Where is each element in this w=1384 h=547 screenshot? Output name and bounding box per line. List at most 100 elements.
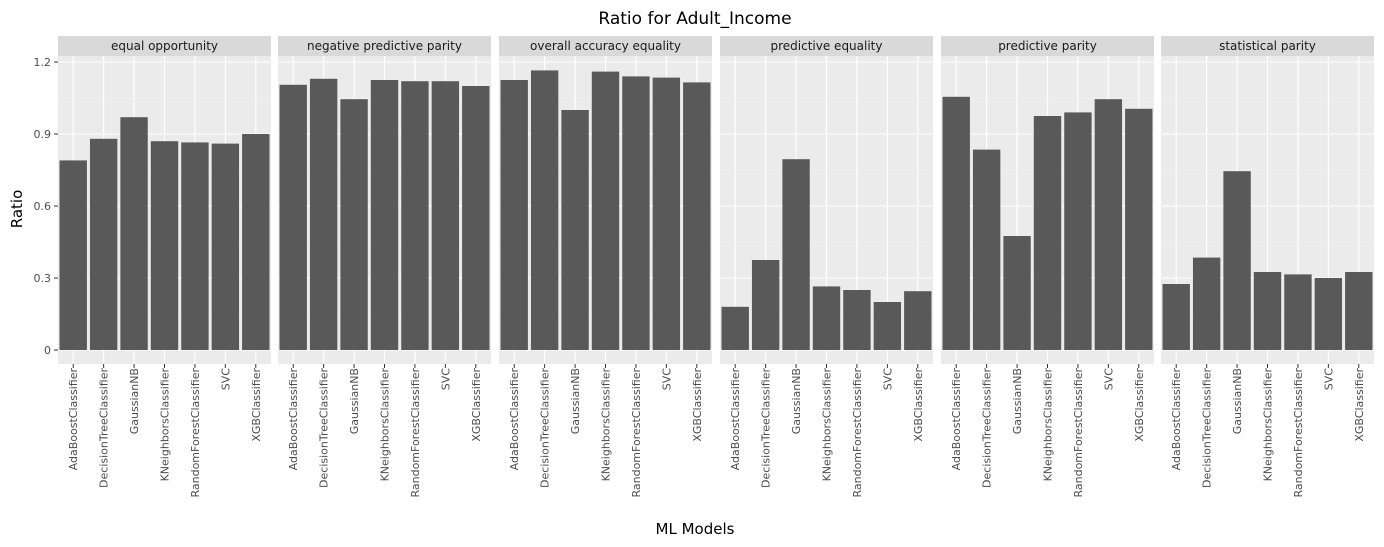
x-tick-label: DecisionTreeClassifier	[98, 368, 111, 488]
x-tick-label: XGBClassifier	[1133, 368, 1146, 442]
x-tick-label: RandomForestClassifier	[851, 368, 864, 498]
bar	[1064, 112, 1092, 351]
x-tick-label: DecisionTreeClassifier	[1201, 368, 1214, 488]
bar	[873, 302, 902, 350]
x-tick-label: KNeighborsClassifier	[1262, 368, 1275, 482]
facet-strip-label: statistical parity	[1219, 39, 1316, 53]
bar	[431, 81, 460, 350]
x-tick-label: GaussianNB	[790, 368, 803, 434]
x-axis-title: ML Models	[656, 520, 735, 538]
x-tick-label: SVC	[881, 368, 894, 391]
bar	[1003, 236, 1031, 350]
bar	[782, 159, 810, 350]
facet-panel-5: predictive parity AdaBoostClassifier Decis…	[941, 36, 1154, 498]
x-tick-label: GaussianNB	[128, 368, 141, 434]
x-tick-label: AdaBoostClassifier	[729, 368, 742, 471]
y-tick-label: 0	[44, 344, 51, 357]
x-tick-label: AdaBoostClassifier	[287, 368, 300, 471]
facet-panel-1: equal opportunity AdaBoostClassifier Decis…	[58, 36, 271, 498]
bar	[652, 77, 681, 350]
bar	[340, 99, 368, 350]
x-tick-label: DecisionTreeClassifier	[760, 368, 773, 488]
x-tick-label: GaussianNB	[569, 368, 582, 434]
bar	[89, 138, 118, 350]
facet-panel-3: overall accuracy equality AdaBoostClassif…	[499, 36, 712, 498]
bar	[1314, 278, 1343, 350]
bar	[942, 96, 970, 350]
x-tick-label: KNeighborsClassifier	[821, 368, 834, 482]
bar	[1162, 284, 1190, 350]
x-tick-label: XGBClassifier	[912, 368, 925, 442]
x-tick-label: XGBClassifier	[1353, 368, 1366, 442]
x-tick-label: SVC	[1102, 368, 1115, 391]
x-tick-label: SVC	[439, 368, 452, 391]
facet-strip-label: predictive equality	[771, 39, 883, 53]
y-tick-label: 0.3	[34, 272, 52, 285]
x-tick-label: DecisionTreeClassifier	[539, 368, 552, 488]
x-tick-label: AdaBoostClassifier	[508, 368, 521, 471]
y-tick-label: 0.9	[34, 128, 52, 141]
facet-panel-6: statistical parity AdaBoostClassifier Deci…	[1161, 36, 1374, 498]
bar	[843, 290, 871, 350]
facet-panel-2: negative predictive parity AdaBoostClassi…	[278, 36, 491, 498]
facet-strip-label: negative predictive parity	[307, 39, 462, 53]
facet-strip-label: overall accuracy equality	[530, 39, 681, 53]
bar	[683, 82, 711, 351]
bar	[279, 84, 307, 351]
bar	[59, 160, 87, 350]
facet-strip	[278, 36, 491, 56]
x-tick-label: RandomForestClassifier	[1292, 368, 1305, 498]
facet-strip-label: equal opportunity	[111, 39, 218, 53]
bar	[1223, 171, 1251, 350]
x-tick-label: KNeighborsClassifier	[1042, 368, 1055, 482]
x-tick-label: XGBClassifier	[691, 368, 704, 442]
bar	[1094, 99, 1123, 350]
x-tick-label: RandomForestClassifier	[1072, 368, 1085, 498]
x-tick-label: SVC	[219, 368, 232, 391]
facet-strip-label: predictive parity	[998, 39, 1097, 53]
bar	[181, 142, 209, 350]
facet-panel-4: predictive equality AdaBoostClassifier Dec…	[720, 36, 933, 498]
x-tick-label: AdaBoostClassifier	[1170, 368, 1183, 471]
bar	[530, 70, 559, 351]
x-tick-label: DecisionTreeClassifier	[981, 368, 994, 488]
y-tick-label: 1.2	[34, 56, 52, 69]
facet-strip	[58, 36, 271, 56]
bar	[751, 260, 780, 350]
bar	[1033, 116, 1062, 350]
bar	[812, 286, 841, 350]
x-tick-label: AdaBoostClassifier	[67, 368, 80, 471]
bar	[972, 149, 1001, 350]
bar	[721, 306, 749, 350]
x-tick-label: KNeighborsClassifier	[379, 368, 392, 482]
bar	[561, 110, 589, 350]
bar	[401, 81, 429, 350]
facet-strip	[720, 36, 933, 56]
x-tick-label: DecisionTreeClassifier	[318, 368, 331, 488]
facet-strip	[499, 36, 712, 56]
x-tick-label: GaussianNB	[1011, 368, 1024, 434]
x-tick-label: SVC	[1322, 368, 1335, 391]
bar	[1284, 274, 1312, 350]
bar	[462, 86, 490, 350]
x-tick-label: KNeighborsClassifier	[159, 368, 172, 482]
bar	[1125, 108, 1153, 350]
bar	[904, 291, 932, 350]
x-tick-label: RandomForestClassifier	[630, 368, 643, 498]
bar	[211, 143, 240, 350]
x-tick-label: SVC	[660, 368, 673, 391]
bar	[242, 134, 270, 350]
x-tick-label: KNeighborsClassifier	[600, 368, 613, 482]
bar	[1192, 257, 1221, 350]
bar	[120, 117, 148, 350]
y-tick-label: 0.6	[34, 200, 52, 213]
facet-strip	[941, 36, 1154, 56]
x-tick-label: AdaBoostClassifier	[950, 368, 963, 471]
chart-title: Ratio for Adult_Income	[598, 9, 791, 29]
y-axis-title: Ratio	[8, 190, 26, 229]
bar	[1345, 272, 1373, 350]
bar	[500, 80, 528, 350]
bar	[591, 71, 620, 350]
bar	[370, 80, 399, 350]
